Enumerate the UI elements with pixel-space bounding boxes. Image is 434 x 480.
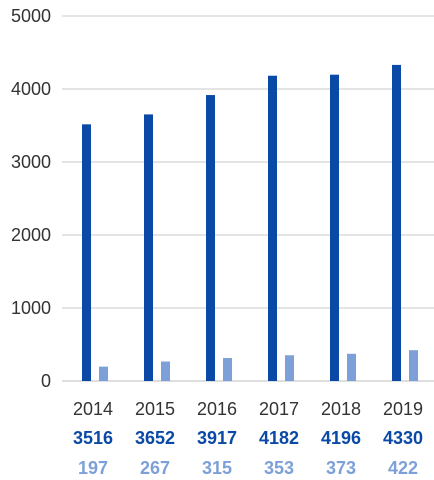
bar bbox=[409, 350, 418, 381]
bar bbox=[82, 124, 91, 381]
y-tick-label: 3000 bbox=[11, 152, 51, 172]
data-table-value: 3917 bbox=[197, 428, 237, 448]
x-tick-label: 2019 bbox=[383, 399, 423, 419]
bar bbox=[223, 358, 232, 381]
data-table-value: 4330 bbox=[383, 428, 423, 448]
y-tick-label: 0 bbox=[41, 371, 51, 391]
bar bbox=[285, 355, 294, 381]
data-table-value: 422 bbox=[388, 458, 418, 478]
x-tick-label: 2014 bbox=[73, 399, 113, 419]
data-table-value: 315 bbox=[202, 458, 232, 478]
bar bbox=[268, 75, 277, 382]
data-table: 3516 3652 3917 4182 4196 4330 197 267 315 353 373 4… bbox=[73, 428, 423, 478]
data-table-value: 197 bbox=[78, 458, 108, 478]
bar bbox=[330, 74, 339, 381]
bar bbox=[161, 361, 170, 381]
data-table-value: 267 bbox=[140, 458, 170, 478]
y-tick-label: 5000 bbox=[11, 6, 51, 26]
y-tick-label: 4000 bbox=[11, 79, 51, 99]
x-tick-label: 2018 bbox=[321, 399, 361, 419]
x-tick-label: 2017 bbox=[259, 399, 299, 419]
data-table-value: 4196 bbox=[321, 428, 361, 448]
y-tick-label: 2000 bbox=[11, 225, 51, 245]
y-axis-tick-labels: 0 1000 2000 3000 4000 5000 bbox=[11, 6, 51, 391]
x-axis-tick-labels: 2014 2015 2016 2017 2018 2019 bbox=[73, 399, 423, 419]
data-table-value: 3652 bbox=[135, 428, 175, 448]
gridlines bbox=[62, 15, 434, 382]
bar bbox=[144, 114, 153, 382]
bar bbox=[206, 95, 215, 382]
data-table-value: 3516 bbox=[73, 428, 113, 448]
bar bbox=[392, 64, 401, 381]
x-tick-label: 2015 bbox=[135, 399, 175, 419]
bar bbox=[347, 353, 356, 381]
bars bbox=[82, 64, 418, 382]
data-table-value: 373 bbox=[326, 458, 356, 478]
bar bbox=[99, 366, 108, 381]
data-table-value: 353 bbox=[264, 458, 294, 478]
data-table-value: 4182 bbox=[259, 428, 299, 448]
y-tick-label: 1000 bbox=[11, 298, 51, 318]
x-tick-label: 2016 bbox=[197, 399, 237, 419]
